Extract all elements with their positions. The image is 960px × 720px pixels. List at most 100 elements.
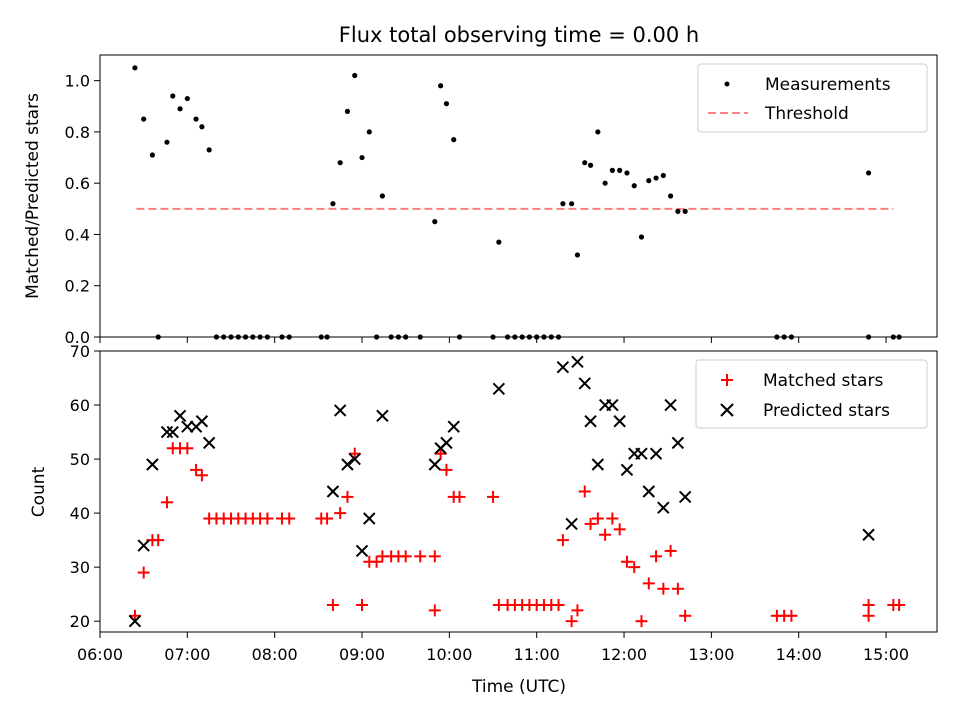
- x-tick-label: 11:00: [514, 645, 560, 664]
- measurement-point: [781, 334, 787, 340]
- matched-star-point: [181, 442, 194, 455]
- measurement-point: [519, 334, 525, 340]
- x-tick-label: 09:00: [339, 645, 385, 664]
- predicted-star-point: [333, 404, 347, 417]
- matched-star-point: [862, 609, 875, 622]
- matched-star-point: [893, 598, 906, 611]
- measurement-point: [242, 334, 249, 340]
- matched-star-point: [440, 463, 453, 476]
- legend-measurements-label: Measurements: [765, 75, 891, 95]
- measurement-point: [609, 167, 615, 173]
- predicted-star-point: [649, 447, 663, 460]
- measurement-point: [170, 93, 176, 99]
- top-y-tick-label: 0.6: [65, 174, 90, 193]
- measurement-point: [352, 72, 358, 79]
- predicted-star-point: [326, 485, 340, 498]
- predicted-star-point: [591, 458, 605, 471]
- predicted-star-point: [664, 398, 677, 412]
- matched-star-point: [650, 550, 663, 563]
- measurement-point: [443, 101, 450, 107]
- measurement-point: [534, 334, 540, 340]
- predicted-star-point: [137, 539, 150, 552]
- measurement-point: [193, 116, 199, 122]
- predicted-star-point: [166, 425, 179, 439]
- x-tick-label: 13:00: [688, 645, 734, 664]
- measurement-point: [865, 170, 872, 176]
- predicted-star-point: [620, 463, 634, 477]
- matched-star-point: [190, 463, 203, 476]
- measurement-point: [512, 334, 518, 340]
- legend-measurements-marker: [724, 81, 730, 87]
- measurement-point: [660, 172, 666, 179]
- bottom-y-tick-label: 60: [70, 396, 90, 415]
- matched-star-point: [428, 604, 441, 617]
- matched-star-point: [785, 609, 798, 622]
- measurement-point: [286, 334, 292, 340]
- top-y-tick-label: 0.0: [65, 328, 90, 347]
- top-y-tick-label: 0.2: [65, 277, 90, 296]
- top-legend: Measurements Threshold: [697, 63, 928, 133]
- predicted-star-point: [613, 415, 626, 428]
- predicted-star-point: [195, 415, 209, 428]
- top-y-axis-label: Matched/Predicted stars: [23, 93, 43, 299]
- matched-star-point: [399, 550, 412, 563]
- x-tick-label: 15:00: [863, 645, 909, 664]
- predicted-star-point: [657, 501, 670, 514]
- bottom-legend-box: [695, 359, 928, 429]
- measurement-point: [132, 65, 138, 71]
- legend-predicted-marker: [720, 403, 734, 417]
- measurement-point: [235, 334, 241, 340]
- legend-predicted-label: Predicted stars: [763, 401, 890, 421]
- measurement-point: [638, 234, 645, 240]
- measurement-point: [582, 160, 588, 166]
- matched-star-point: [620, 555, 633, 568]
- measurement-point: [496, 239, 502, 245]
- predicted-star-point: [376, 409, 389, 423]
- matched-star-point: [334, 507, 347, 520]
- matched-star-point: [137, 566, 150, 579]
- measurement-point: [199, 124, 205, 130]
- measurement-point: [490, 334, 496, 340]
- measurement-point: [164, 139, 170, 145]
- top-y-axis: 0.0 0.2 0.4 0.6 0.8 1.0: [65, 72, 100, 347]
- measurement-point: [177, 106, 183, 112]
- matched-star-point: [628, 561, 641, 574]
- legend-matched-marker: [721, 374, 733, 386]
- matched-star-point: [428, 550, 441, 563]
- x-axis-label: Time (UTC): [471, 677, 566, 697]
- measurement-point: [344, 108, 351, 114]
- count-plot: 20 30 40 50 60 70 06:00 07:00 08:00 09:00 10:00 11…: [29, 342, 938, 697]
- x-tick-label: 10:00: [426, 645, 472, 664]
- bottom-plot-frame: [99, 350, 938, 633]
- predicted-star-point: [447, 420, 460, 433]
- measurement-point: [330, 201, 336, 207]
- matched-star-point: [356, 598, 369, 611]
- measurement-point: [890, 334, 896, 340]
- predicted-star-point: [202, 436, 216, 450]
- measurement-point: [555, 334, 562, 340]
- matched-star-points: [128, 442, 906, 628]
- measurement-point: [359, 154, 365, 161]
- matched-star-point: [414, 550, 427, 563]
- matched-star-point: [584, 517, 597, 530]
- bottom-y-tick-label: 50: [70, 450, 90, 469]
- measurement-point: [206, 147, 212, 153]
- predicted-star-point: [128, 614, 142, 628]
- x-tick-label: 14:00: [776, 645, 822, 664]
- predicted-star-point: [606, 398, 619, 412]
- measurement-point: [155, 334, 161, 340]
- bottom-y-axis-label: Count: [29, 466, 49, 517]
- predicted-star-point: [363, 512, 376, 525]
- measurement-point: [646, 178, 652, 184]
- measurement-point: [141, 116, 147, 122]
- measurement-point: [257, 334, 263, 340]
- measurement-point: [438, 83, 444, 89]
- measurement-point: [631, 183, 637, 189]
- bottom-y-tick-label: 20: [70, 612, 90, 631]
- measurement-point: [675, 208, 681, 214]
- x-tick-label: 06:00: [77, 645, 123, 664]
- matched-star-point: [642, 577, 655, 590]
- measurement-point: [366, 129, 372, 135]
- top-y-tick-label: 0.8: [65, 123, 90, 142]
